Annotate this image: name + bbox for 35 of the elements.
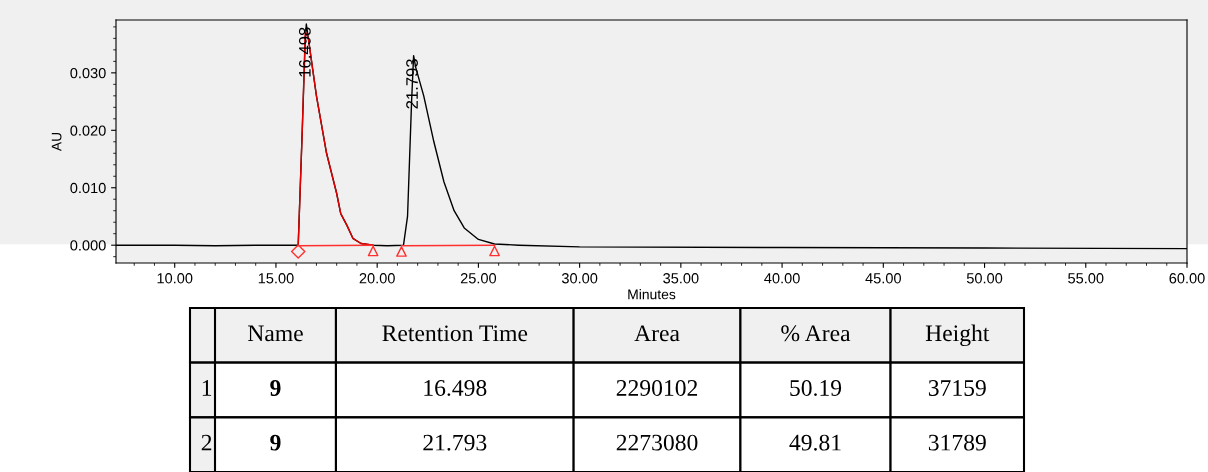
category-label: Height (925, 324, 990, 347)
annotation: 16.498 (298, 27, 311, 77)
text: 2290102 (616, 379, 698, 396)
x-tick-label: 35.00 (663, 273, 699, 284)
text: 9 (270, 380, 281, 396)
y-tick-label: 0.010 (70, 182, 106, 194)
x-tick-label: 15.00 (258, 273, 294, 284)
x-tick-label: 40.00 (764, 273, 800, 284)
x-tick-label: 50.00 (966, 273, 1003, 284)
category-label: Area (634, 325, 680, 342)
y-tick-label: 0.020 (70, 125, 106, 136)
text: 49.81 (789, 434, 841, 451)
text: 2 (201, 434, 212, 451)
x-tick-label: 25.00 (460, 273, 497, 284)
y-tick-label: 0.030 (70, 67, 106, 79)
category-label: % Area (781, 325, 851, 342)
text: 50.19 (790, 379, 842, 397)
x-tick-label: 30.00 (561, 273, 598, 284)
category-label: Name (247, 325, 303, 342)
x-tick-label: 60.00 (1169, 273, 1205, 284)
category-label: Retention Time (382, 325, 528, 342)
x-tick-label: 55.00 (1068, 273, 1104, 284)
text: 37159 (928, 380, 986, 396)
x-tick-label: 10.00 (157, 273, 193, 284)
text: 2273080 (616, 434, 698, 451)
text: 21.793 (423, 434, 487, 451)
text: 1 (202, 380, 212, 396)
text: 9 (270, 434, 281, 451)
text: 31789 (928, 434, 986, 451)
x-tick-label: 20.00 (359, 273, 395, 284)
text: 16.498 (424, 379, 487, 397)
x-axis-title: Minutes (628, 289, 676, 300)
x-tick-label: 45.00 (865, 273, 901, 284)
y-axis-title: AU (51, 132, 62, 152)
y-tick-label: 0.000 (70, 240, 106, 251)
